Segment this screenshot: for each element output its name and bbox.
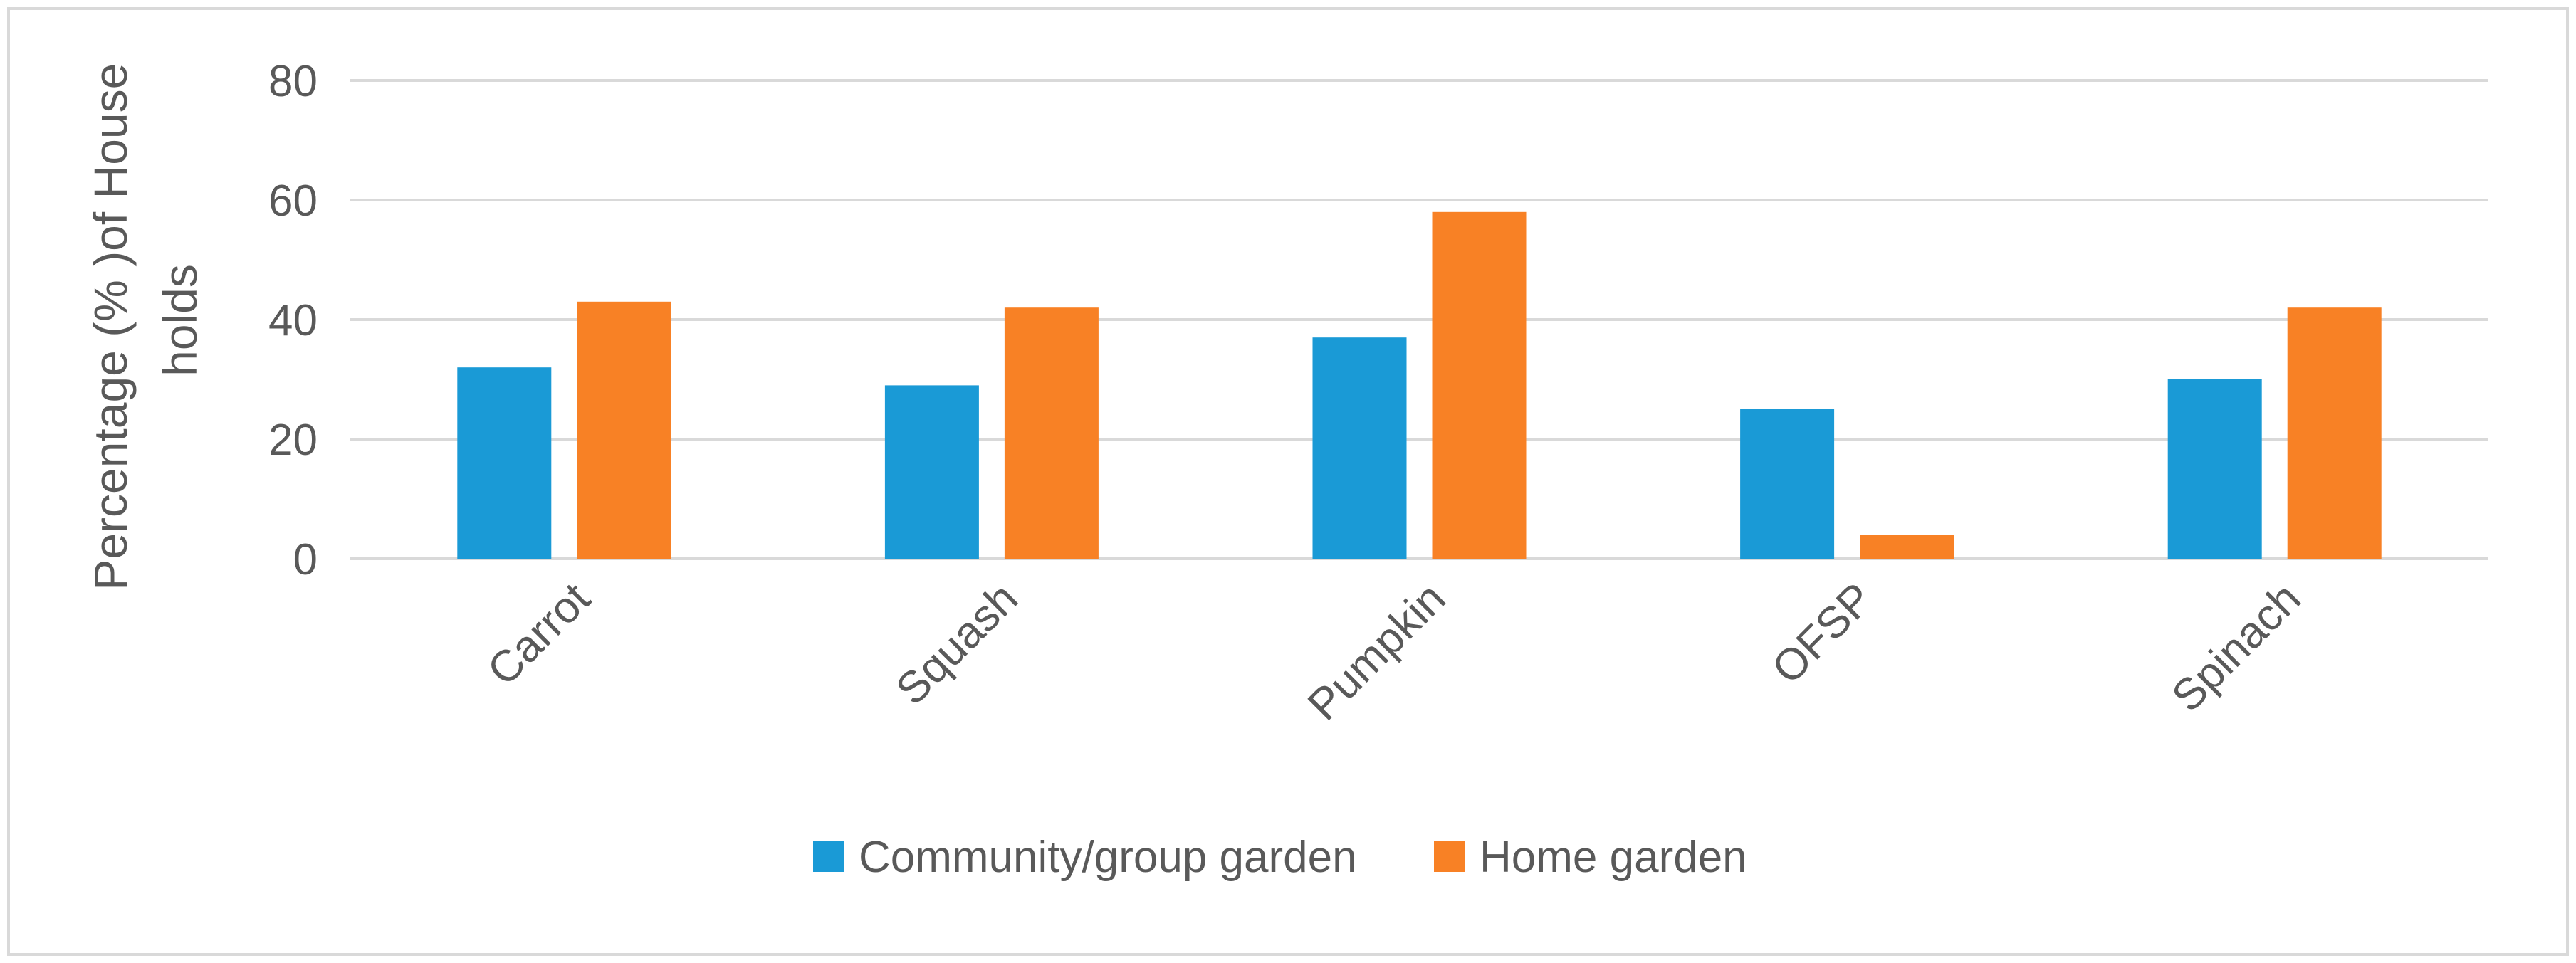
bar-squash-home-garden [1004, 307, 1099, 559]
y-tick-label-60: 60 [268, 177, 318, 226]
bar-carrot-home-garden [577, 301, 671, 559]
bar-pumpkin-home-garden [1432, 211, 1527, 559]
y-tick-label-80: 80 [268, 57, 318, 106]
y-tick-label-0: 0 [293, 535, 318, 584]
bar-pumpkin-community-group-garden [1312, 337, 1407, 559]
legend-label-home-garden: Home garden [1480, 833, 1747, 882]
legend-label-community-group-garden: Community/group garden [859, 833, 1357, 882]
bar-spinach-home-garden [2287, 307, 2382, 559]
y-axis-ticks: 0 20 40 60 80 [268, 57, 318, 584]
y-axis-title: Percentage (% )of House holds [84, 50, 206, 590]
legend-swatch-home-garden [1434, 841, 1465, 872]
bars [457, 211, 2382, 559]
y-tick-label-20: 20 [268, 416, 318, 465]
y-tick-label-40: 40 [268, 296, 318, 345]
y-axis-title-line-2: holds [154, 264, 206, 377]
bar-spinach-community-group-garden [2167, 379, 2262, 559]
legend: Community/group garden Home garden [813, 833, 1747, 882]
bar-ofsp-home-garden [1860, 535, 1954, 559]
legend-swatch-community-group-garden [813, 841, 844, 872]
bar-ofsp-community-group-garden [1740, 409, 1835, 559]
chart-frame [7, 7, 2569, 956]
bar-carrot-community-group-garden [457, 367, 552, 559]
y-axis-title-line-1: Percentage (% )of House [84, 63, 137, 591]
bar-squash-community-group-garden [884, 385, 979, 559]
gridlines [350, 79, 2488, 560]
